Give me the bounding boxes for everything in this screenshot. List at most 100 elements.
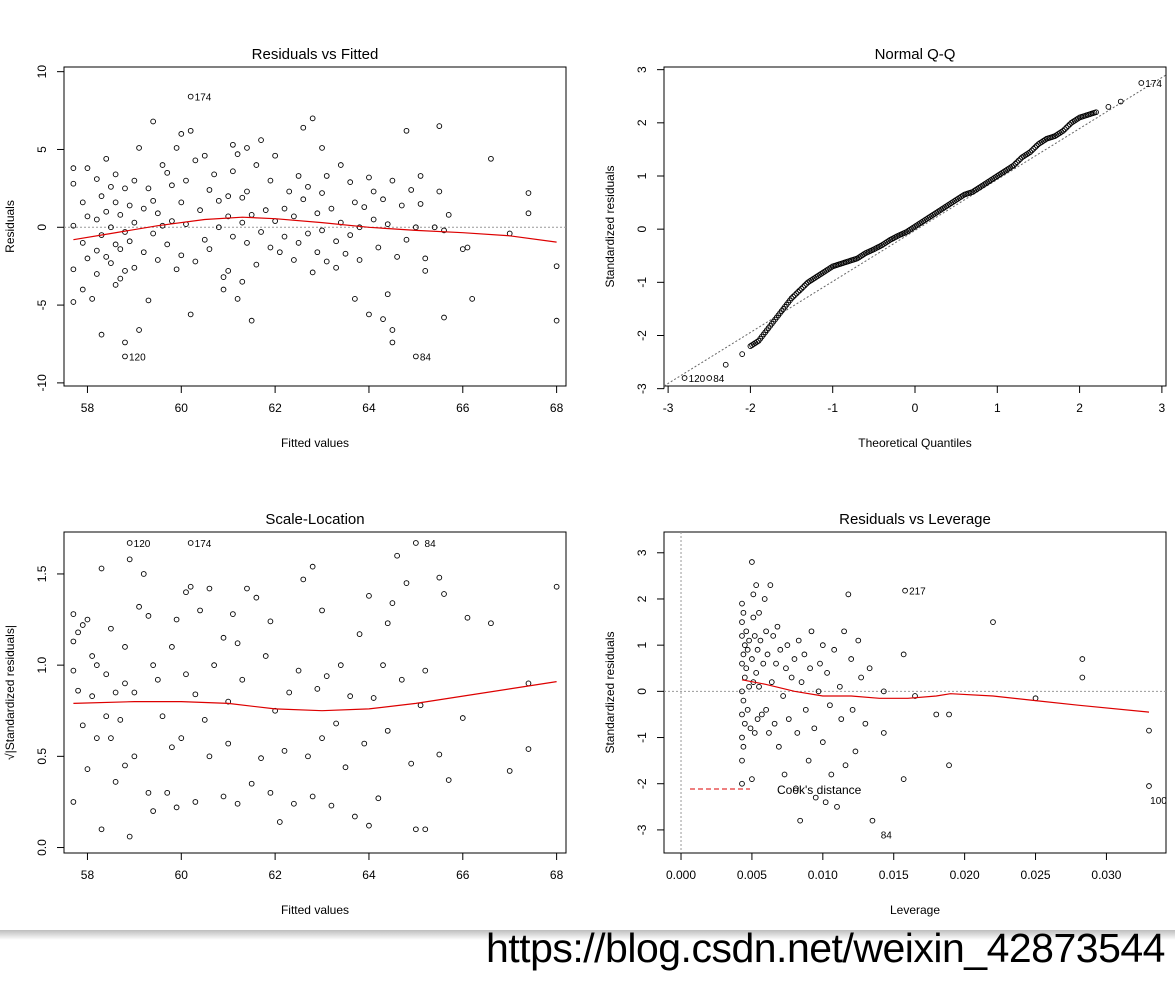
data-point (739, 351, 746, 357)
window-shadow (0, 930, 1175, 940)
data-point (117, 211, 124, 218)
data-point (192, 157, 199, 164)
data-point (154, 257, 161, 263)
data-point (206, 753, 213, 760)
data-point (824, 670, 830, 676)
data-point (764, 651, 771, 658)
data-point (108, 735, 114, 741)
data-point (122, 185, 128, 192)
data-point (398, 202, 405, 209)
x-tick-label: 64 (362, 868, 376, 882)
data-point (836, 683, 843, 690)
data-point (79, 239, 86, 246)
data-point (441, 591, 447, 597)
data-point (173, 804, 180, 811)
data-point (206, 585, 213, 592)
data-point (300, 576, 307, 583)
data-point (126, 238, 133, 245)
data-point (744, 646, 751, 653)
data-point (131, 753, 138, 760)
data-point (380, 196, 386, 203)
data-point (93, 735, 100, 741)
data-point (436, 188, 443, 195)
data-point (1138, 80, 1145, 86)
data-point (394, 552, 400, 559)
data-point (777, 646, 784, 653)
y-tick-label: 3 (635, 549, 649, 556)
data-point (93, 176, 100, 182)
data-point (740, 743, 747, 750)
data-point (768, 679, 775, 685)
data-point (739, 757, 745, 764)
x-tick-label: 66 (456, 868, 470, 882)
data-point (239, 278, 246, 285)
y-tick-label: 0.0 (35, 839, 49, 856)
data-point (744, 706, 751, 713)
y-tick-label: 1 (635, 172, 649, 179)
data-point (84, 616, 91, 623)
data-point (739, 711, 745, 718)
data-point (525, 190, 532, 196)
data-point (417, 173, 424, 179)
data-point (743, 628, 750, 635)
data-point (361, 204, 368, 210)
data-point (342, 764, 349, 771)
data-point (154, 676, 161, 683)
data-point (366, 592, 372, 599)
y-axis-label: Residuals (3, 200, 17, 253)
data-point (441, 314, 447, 321)
data-point (70, 667, 77, 674)
data-point (70, 180, 77, 187)
data-point (70, 266, 77, 273)
data-point (819, 642, 826, 649)
data-point (220, 286, 227, 293)
data-point (117, 275, 124, 282)
data-point (361, 740, 368, 747)
data-point (122, 353, 128, 360)
data-point (150, 808, 156, 814)
data-point (902, 587, 908, 594)
x-tick-label: 58 (81, 868, 95, 882)
outlier-label: 100 (1150, 796, 1167, 807)
data-point (103, 713, 110, 720)
data-point (230, 168, 236, 175)
data-point (1010, 162, 1017, 169)
x-tick-label: 0.025 (1021, 868, 1051, 882)
data-point (333, 238, 339, 245)
data-point (352, 296, 358, 302)
data-point (286, 689, 293, 696)
y-tick-label: 2 (635, 595, 649, 602)
y-axis-label: √|Standardized residuals| (3, 625, 17, 760)
outlier-label: 84 (713, 374, 725, 385)
x-tick-label: 68 (550, 868, 564, 882)
data-point (797, 817, 803, 824)
data-point (1079, 674, 1086, 681)
data-point (866, 665, 873, 672)
data-point (757, 637, 764, 644)
data-point (295, 173, 302, 179)
x-axis-label: Theoretical Quantiles (858, 436, 971, 450)
data-point (739, 600, 745, 607)
data-point (220, 634, 227, 641)
data-point (140, 205, 147, 212)
data-point (812, 794, 819, 801)
data-point (347, 232, 354, 238)
data-point (122, 267, 128, 274)
data-point (295, 667, 302, 674)
data-point (93, 271, 100, 277)
chart-title: Normal Q-Q (875, 46, 956, 63)
data-point (319, 227, 325, 234)
data-point (136, 145, 142, 151)
data-point (431, 224, 438, 231)
data-point (793, 785, 799, 792)
data-point (281, 205, 288, 212)
data-point (880, 730, 887, 736)
data-point (145, 613, 152, 619)
data-point (197, 607, 203, 614)
x-tick-label: 64 (362, 401, 376, 415)
data-point (112, 282, 119, 288)
y-tick-label: -1 (635, 277, 649, 288)
data-point (805, 757, 812, 764)
data-point (319, 190, 325, 196)
x-axis-label: Fitted values (281, 903, 349, 917)
